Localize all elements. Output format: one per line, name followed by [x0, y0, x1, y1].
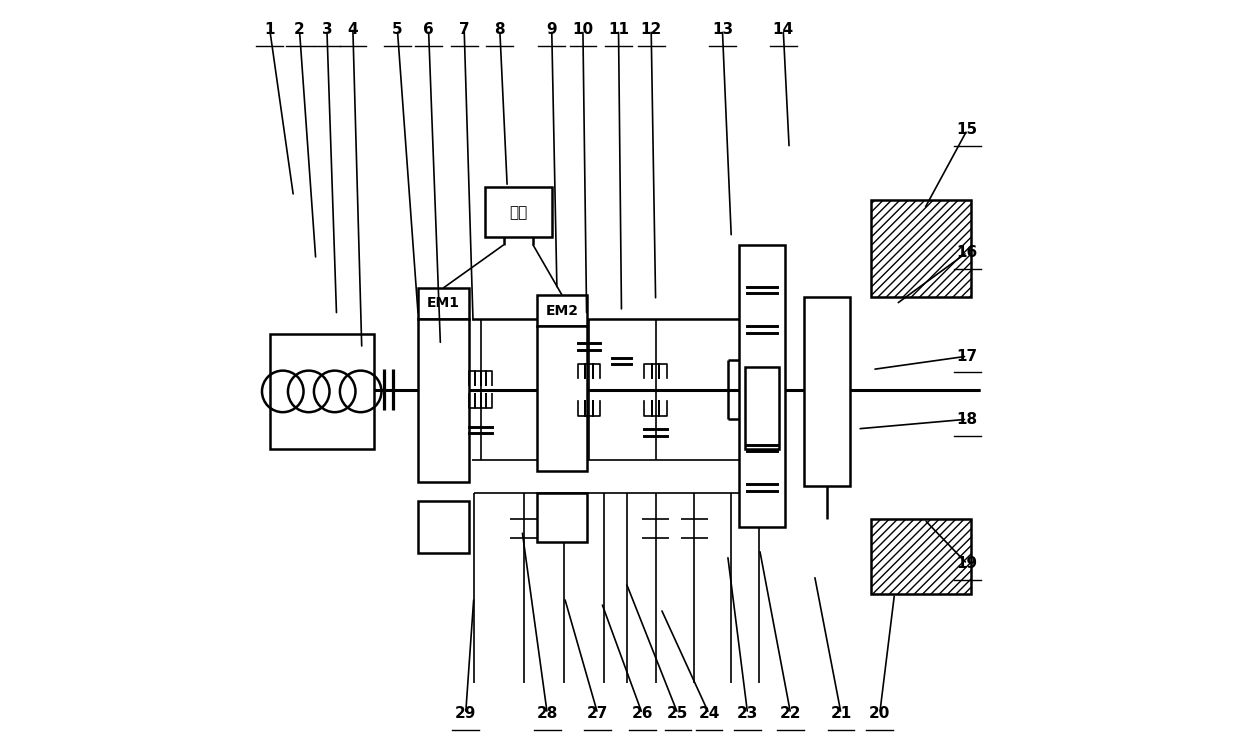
Text: 10: 10 [573, 22, 594, 37]
Text: EM2: EM2 [546, 304, 579, 318]
Text: 15: 15 [957, 122, 978, 137]
Bar [537, 493, 588, 542]
Text: 3: 3 [321, 22, 332, 37]
Text: 12: 12 [641, 22, 662, 37]
Text: 11: 11 [608, 22, 629, 37]
Bar [270, 334, 373, 449]
Bar [418, 319, 469, 482]
Text: 25: 25 [667, 706, 688, 721]
Text: 13: 13 [712, 22, 733, 37]
Text: 20: 20 [869, 706, 890, 721]
Bar [804, 297, 849, 486]
Text: 19: 19 [957, 556, 978, 571]
Text: 22: 22 [780, 706, 801, 721]
Text: 18: 18 [957, 412, 978, 427]
Text: 28: 28 [537, 706, 558, 721]
Text: 4: 4 [347, 22, 358, 37]
Text: 1: 1 [264, 22, 275, 37]
Bar [739, 245, 785, 527]
Text: EM1: EM1 [427, 297, 460, 310]
Text: 24: 24 [698, 706, 719, 721]
Text: 7: 7 [459, 22, 470, 37]
Bar [537, 295, 588, 326]
Text: 26: 26 [631, 706, 653, 721]
Bar [418, 501, 469, 553]
Bar [870, 200, 971, 297]
Text: 16: 16 [956, 245, 978, 260]
Text: 23: 23 [737, 706, 759, 721]
Text: 14: 14 [773, 22, 794, 37]
Bar [537, 326, 588, 471]
Bar [418, 288, 469, 319]
Text: 17: 17 [957, 349, 978, 364]
Text: 27: 27 [587, 706, 609, 721]
Text: 9: 9 [547, 22, 557, 37]
Text: 5: 5 [392, 22, 403, 37]
Text: 29: 29 [455, 706, 476, 721]
Text: 2: 2 [294, 22, 305, 37]
Text: 电池: 电池 [510, 205, 527, 220]
Bar [485, 187, 552, 237]
Text: 21: 21 [831, 706, 852, 721]
Bar [870, 519, 971, 594]
Text: 6: 6 [423, 22, 434, 37]
Text: 8: 8 [495, 22, 505, 37]
Bar [745, 367, 779, 449]
